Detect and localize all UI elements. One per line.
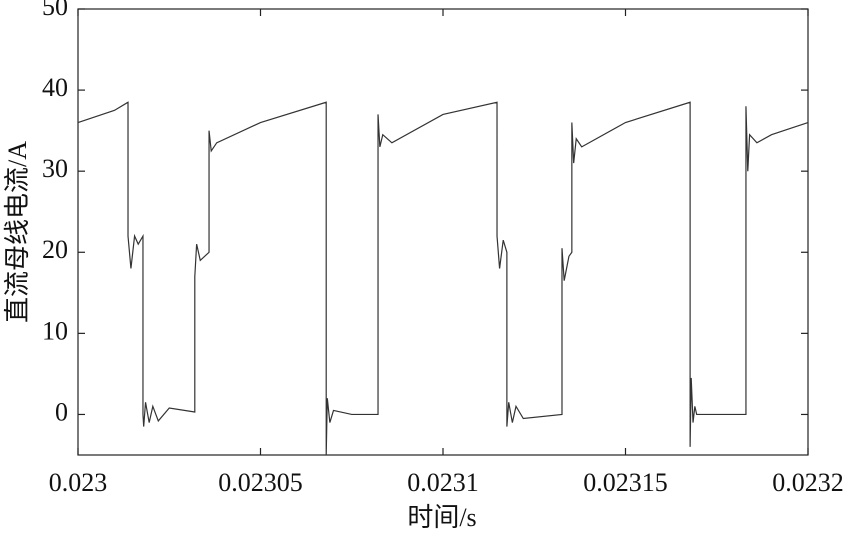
y-axis-label: 直流母线电流/A [3, 141, 32, 323]
x-tick-label: 0.0232 [772, 468, 844, 497]
y-tick-label: 0 [55, 397, 68, 426]
y-tick-label: 10 [42, 316, 68, 345]
data-line [77, 101, 809, 456]
y-tick-label: 20 [42, 235, 68, 264]
y-tick-label: 40 [42, 73, 68, 102]
y-tick-label: 30 [42, 154, 68, 183]
x-axis-label: 时间/s [407, 503, 476, 532]
x-tick-label: 0.023 [49, 468, 108, 497]
x-tick-label: 0.0231 [407, 468, 479, 497]
y-tick-label: 50 [42, 0, 68, 21]
x-tick-label: 0.02315 [583, 468, 668, 497]
plot-frame [77, 8, 809, 456]
x-tick-label: 0.02305 [218, 468, 303, 497]
